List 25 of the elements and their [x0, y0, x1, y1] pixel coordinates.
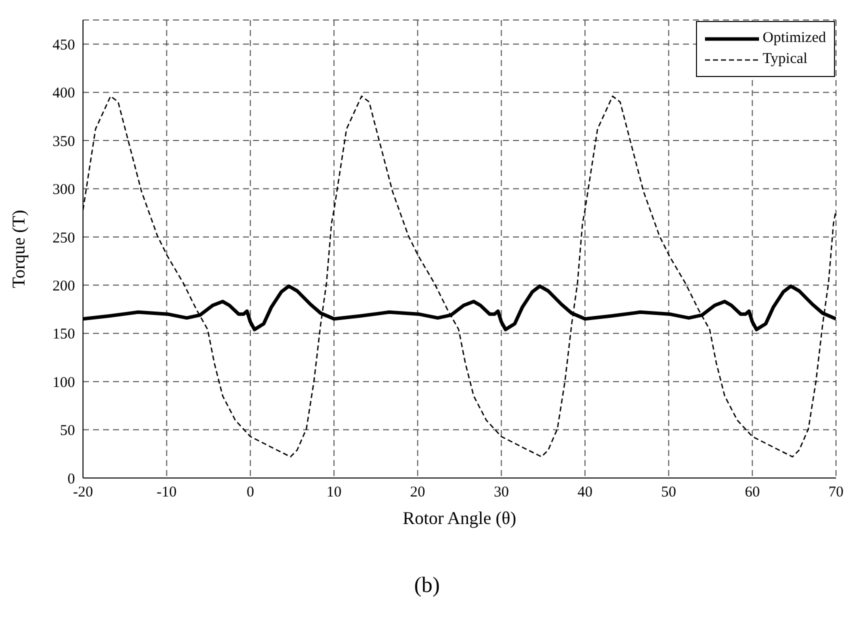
x-tick-label: -20	[73, 484, 93, 501]
y-axis-title: Torque (T)	[8, 210, 28, 288]
x-tick-label: 70	[828, 484, 844, 501]
y-tick-label: 300	[52, 182, 75, 198]
y-tick-label: 200	[52, 278, 75, 294]
y-tick-label: 450	[52, 37, 75, 54]
x-tick-label: 20	[410, 484, 426, 501]
x-axis-title: Rotor Angle (θ)	[402, 508, 516, 528]
text: (b)	[413, 572, 441, 598]
y-tick-label: 50	[60, 423, 75, 440]
x-tick-label: 40	[578, 484, 592, 501]
y-tick-label: 350	[52, 134, 75, 150]
x-tick-label: 60	[744, 484, 760, 501]
y-tick-label: 100	[52, 374, 75, 391]
y-tick-label: 0	[68, 471, 75, 488]
x-tick-label: 0	[246, 484, 254, 501]
legend-label: Typical	[762, 51, 808, 68]
y-tick-label: 150	[52, 326, 75, 343]
x-tick-label: 30	[494, 484, 509, 501]
legend-label: Optimized	[762, 30, 826, 47]
y-tick-label: 400	[52, 86, 75, 102]
x-tick-label: 50	[661, 484, 676, 501]
x-tick-label: -10	[156, 484, 177, 501]
x-tick-label: 10	[326, 484, 342, 501]
y-tick-label: 250	[52, 230, 75, 246]
